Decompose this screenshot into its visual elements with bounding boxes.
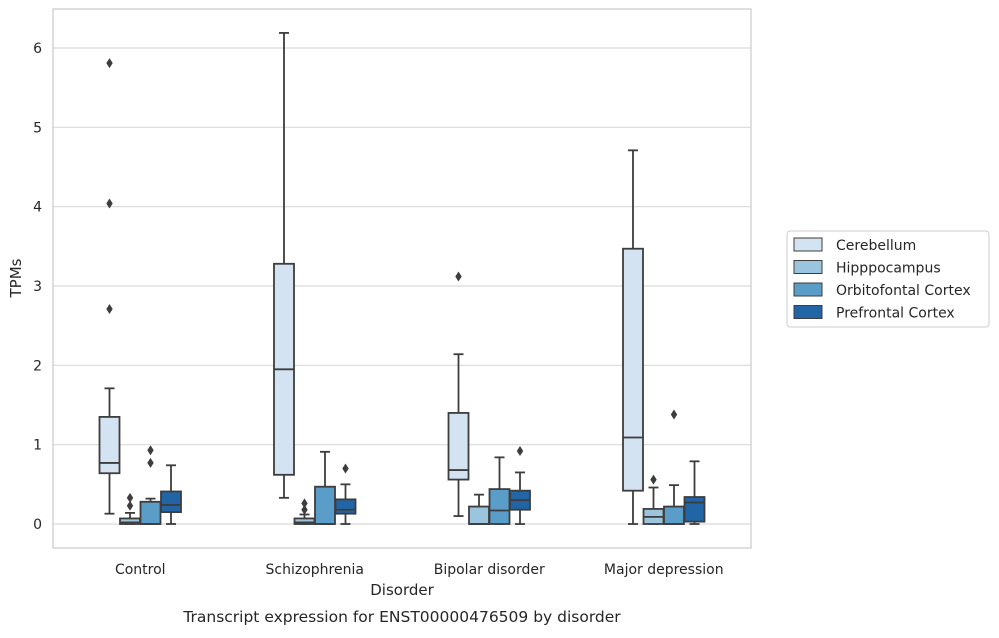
box [314,485,336,525]
outlier-point [301,498,308,509]
box-group [314,450,336,525]
box [663,505,685,525]
outlier-point [147,457,154,468]
box-group [663,409,685,525]
y-axis-label: TPMs [7,258,25,298]
x-tick-label: Control [115,562,166,578]
legend-swatch [793,305,823,319]
outlier-point [455,271,462,282]
legend-label: Prefrontal Cortex [836,306,955,322]
x-tick-label: Bipolar disorder [434,562,545,578]
box [488,488,511,525]
box [468,505,490,525]
legend-swatch [793,282,823,297]
box-group [119,492,141,525]
x-tick-labels: Control Schizophrenia Bipolar disorder Majo… [115,562,724,578]
legend-swatch [793,260,823,274]
box-layer [98,32,706,525]
y-tick-label: 5 [33,120,42,136]
box [447,412,470,481]
box-group [334,463,357,525]
outlier-point [301,504,308,515]
box-group [293,498,316,525]
x-tick-label: Major depression [604,562,724,578]
outlier-point [106,58,113,69]
box-group [509,446,531,525]
legend-label: Hipppocampus [836,261,941,277]
y-tick-label: 4 [33,200,42,216]
box [683,496,706,523]
outlier-point [147,445,154,456]
outlier-point [650,474,657,485]
plot-frame [52,8,752,549]
outlier-point [516,446,524,457]
box [334,498,357,515]
box-group [273,32,295,499]
box-group [447,271,470,517]
y-tick-label: 3 [33,279,42,295]
box [622,247,644,492]
outlier-point [670,409,678,420]
y-tick-labels: 0 1 2 3 4 5 6 [33,41,42,533]
legend-label: Orbitofontal Cortex [836,283,971,299]
box-group [139,445,162,525]
outlier-point [106,198,113,209]
legend-label: Cerebellum [836,238,916,254]
box-group [622,149,644,525]
box-group [468,493,490,525]
box-group [160,464,182,525]
outlier-point [126,500,134,511]
legend-swatch [793,237,823,252]
x-tick-label: Schizophrenia [266,562,364,578]
chart-title: Transcript expression for ENST0000047650… [182,608,621,626]
y-tick-label: 0 [33,517,42,533]
y-tick-label: 2 [33,358,42,374]
grid-layer [53,47,751,525]
outlier-point [106,304,113,315]
box-group [642,474,665,525]
legend: Cerebellum Hipppocampus Orbitofontal Corte… [786,230,990,328]
legend-frame [786,230,990,328]
y-tick-label: 1 [33,438,42,454]
box [160,490,182,513]
box-group [98,58,121,515]
y-tick-label: 6 [33,41,42,57]
box [139,500,162,525]
outlier-point [126,492,134,503]
box-group [683,460,706,525]
x-axis-label: Disorder [370,581,434,599]
box-group [488,456,511,525]
outlier-point [342,463,349,474]
box [98,415,121,475]
